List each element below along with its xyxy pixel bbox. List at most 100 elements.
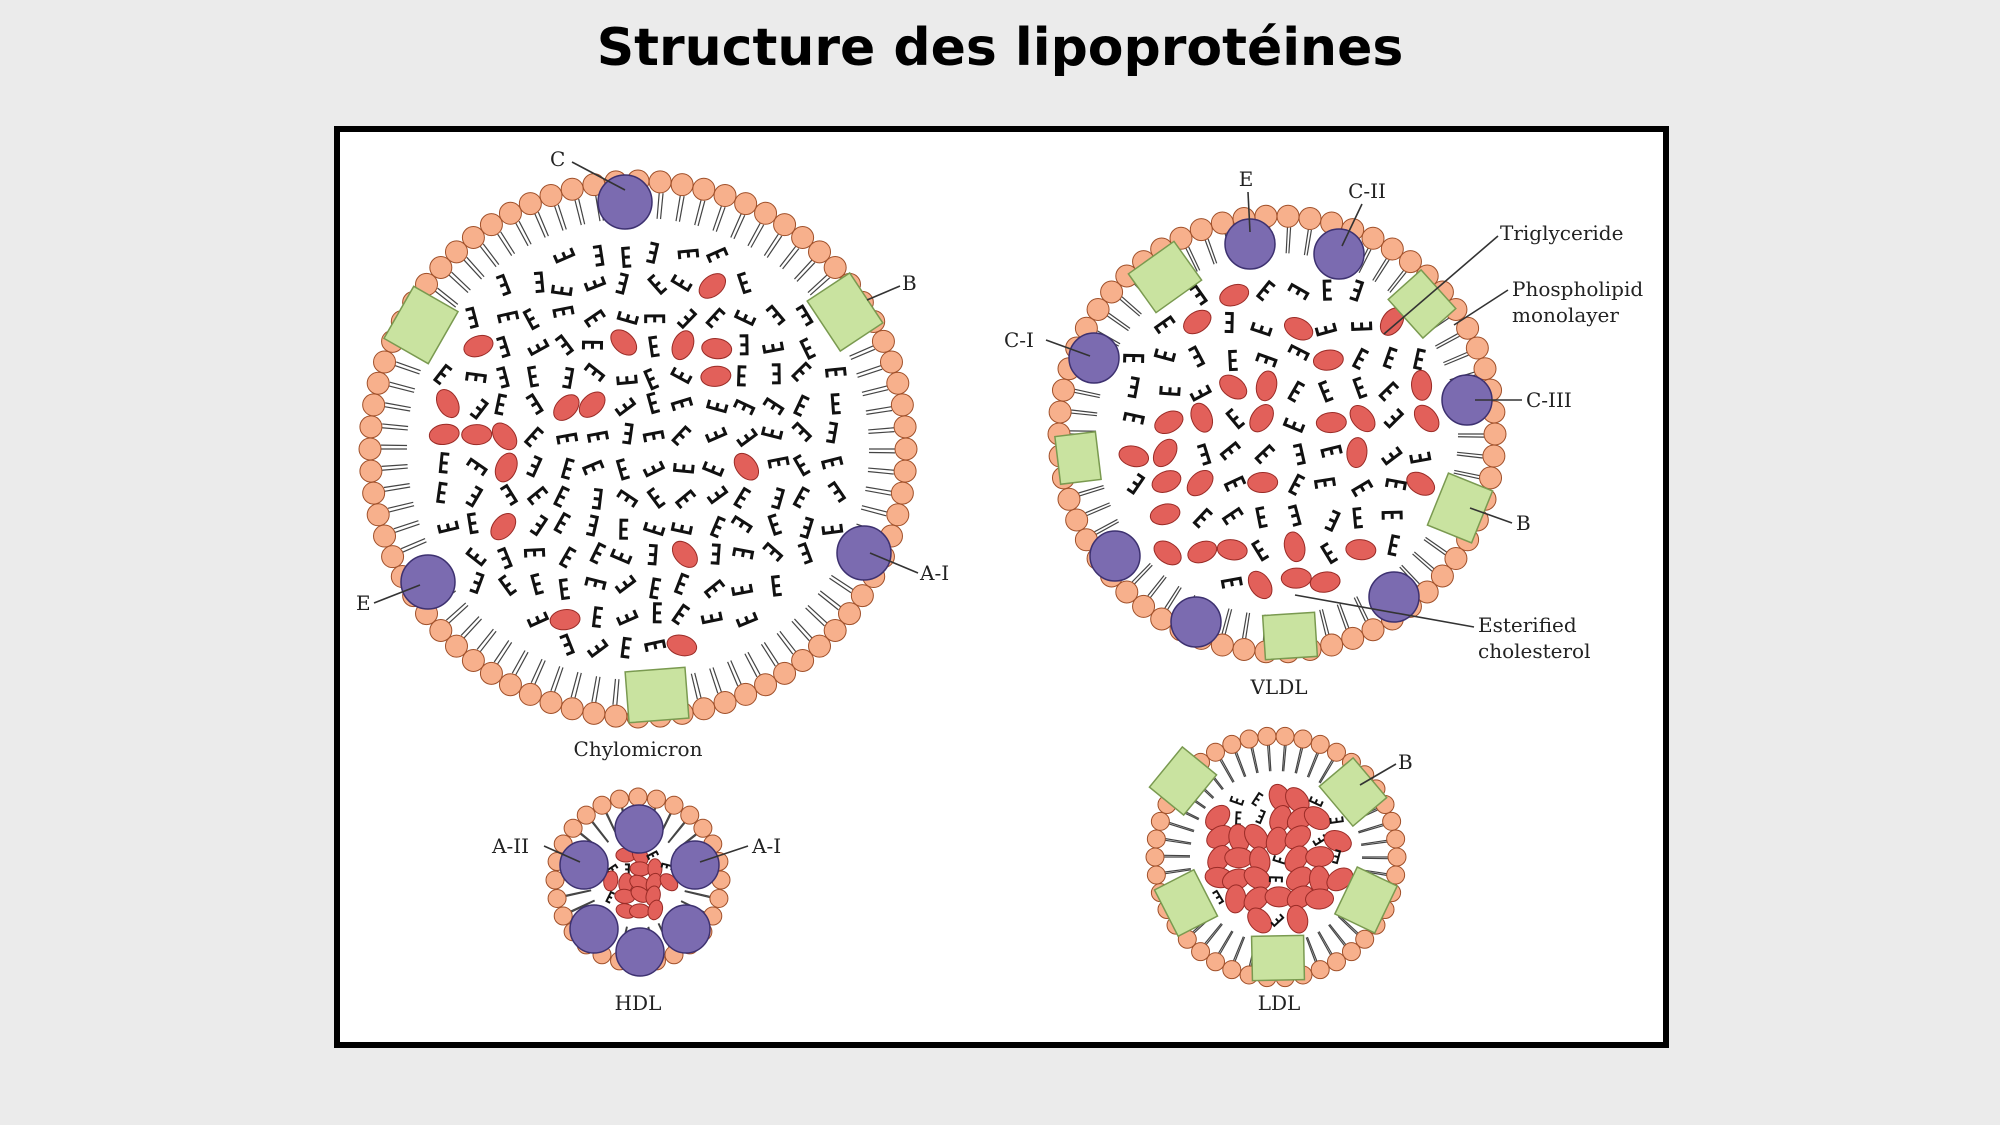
triglyceride-glyph-icon (790, 361, 812, 383)
phospholipid-head (444, 634, 468, 658)
fatty-acid-tail (794, 259, 813, 280)
fatty-acid-tail (385, 402, 411, 409)
phospholipid-head (1150, 811, 1170, 831)
label-monolayer: monolayer (1512, 303, 1619, 327)
triglyceride-glyph-icon (731, 583, 754, 597)
fatty-acid-tail (1319, 760, 1334, 784)
fatty-acid-tail (387, 501, 414, 509)
phospholipid-head (893, 459, 917, 483)
triglyceride-glyph-icon (496, 366, 510, 389)
triglyceride-glyph-icon (465, 371, 487, 384)
fatty-acid-tail (1071, 412, 1097, 417)
fatty-acid-tail (1108, 312, 1131, 329)
triglyceride-glyph-icon (760, 426, 784, 440)
fatty-acid-tail (1425, 536, 1448, 553)
phospholipid-head (692, 697, 716, 721)
esterified-cholesterol (1255, 370, 1278, 402)
triglyceride-glyph-icon (669, 366, 693, 385)
triglyceride-glyph-icon (1317, 380, 1334, 403)
triglyceride-glyph-icon (1235, 811, 1242, 826)
fatty-acid-tail (1071, 409, 1098, 414)
triglyceride-glyph-icon (466, 512, 479, 535)
triglyceride-glyph-icon (558, 578, 571, 601)
fatty-acid-tail (861, 385, 888, 393)
triglyceride-glyph-icon (497, 574, 518, 597)
fatty-acid-tail (534, 213, 546, 238)
triglyceride-glyph-icon (1292, 443, 1306, 466)
triglyceride-glyph-icon (496, 335, 511, 359)
triglyceride-glyph-icon (589, 541, 607, 565)
esterified-cholesterol (1187, 540, 1218, 564)
esterified-cholesterol (1305, 888, 1335, 910)
phospholipid-head (539, 690, 563, 714)
triglyceride-glyph-icon (792, 454, 811, 477)
esterified-cholesterol (1219, 283, 1250, 307)
esterified-cholesterol (666, 634, 698, 657)
label-vldl-c1: C-I (1004, 328, 1034, 352)
triglyceride-glyph-icon (622, 422, 634, 445)
fatty-acid-tail (760, 643, 776, 667)
fatty-acid-tail (393, 520, 419, 530)
fatty-acid-tail (747, 651, 761, 676)
phospholipid-head (1310, 734, 1330, 754)
phospholipid-head (592, 795, 612, 815)
fatty-acid-tail (1358, 249, 1372, 273)
triglyceride-glyph-icon (619, 518, 629, 540)
fatty-acid-tail (463, 259, 482, 280)
fatty-acid-tail (668, 822, 686, 844)
fatty-acid-tail (1412, 553, 1433, 572)
triglyceride-glyph-icon (526, 365, 540, 388)
triglyceride-glyph-icon (767, 456, 790, 469)
triglyceride-glyph-icon (704, 426, 728, 443)
triglyceride-glyph-icon (643, 367, 660, 391)
fatty-acid-tail (460, 616, 480, 636)
triglyceride-glyph-icon (1251, 791, 1264, 807)
label-chylo-a1: A-I (919, 561, 949, 585)
fatty-acid-tail (865, 489, 891, 496)
fatty-acid-tail (805, 607, 825, 627)
esterified-cholesterol (1216, 539, 1248, 561)
triglyceride-glyph-icon (559, 633, 576, 656)
fatty-acid-tail (1086, 504, 1111, 517)
label-hdl: HDL (615, 991, 662, 1015)
triglyceride-glyph-icon (527, 338, 550, 357)
triglyceride-glyph-icon (1319, 542, 1339, 565)
fatty-acid-tail (1321, 609, 1330, 635)
fatty-acid-tail (694, 672, 702, 699)
apoprotein-b-square-icon (1333, 866, 1399, 934)
fatty-acid-tail (868, 427, 895, 431)
triglyceride-glyph-icon (1322, 279, 1332, 301)
esterified-cholesterol (1284, 845, 1309, 873)
esterified-cholesterol (1413, 404, 1440, 433)
fatty-acid-tail (1267, 745, 1271, 772)
label-esterified: Esterified (1478, 613, 1577, 637)
fatty-acid-tail (1360, 839, 1387, 845)
triglyceride-glyph-icon (469, 571, 485, 595)
fatty-acid-tail (476, 628, 494, 650)
fatty-acid-tail (383, 483, 410, 489)
triglyceride-glyph-icon (558, 546, 577, 569)
esterified-cholesterol (1153, 540, 1182, 566)
triglyceride-glyph-icon (605, 890, 616, 904)
phospholipid-head (1327, 952, 1346, 972)
apoprotein-circle-icon (597, 174, 653, 230)
esterified-cholesterol (1326, 867, 1354, 892)
fatty-acid-tail (1443, 351, 1468, 364)
fatty-acid-tail (1294, 747, 1302, 774)
triglyceride-glyph-icon (670, 521, 694, 535)
triglyceride-glyph-icon (1313, 477, 1336, 490)
phospholipid-head (518, 682, 542, 706)
label-chylo-e: E (356, 591, 371, 615)
phospholipid-head (1239, 729, 1259, 749)
triglyceride-glyph-icon (1225, 407, 1246, 430)
label-hdl-a1: A-I (751, 834, 781, 858)
triglyceride-glyph-icon (1382, 346, 1398, 370)
fatty-acid-tail (400, 538, 426, 550)
fatty-acid-tail (865, 486, 892, 492)
triglyceride-glyph-icon (706, 485, 729, 505)
phospholipid-head (1483, 422, 1507, 446)
phospholipid-head (1210, 211, 1234, 235)
triglyceride-glyph-icon (824, 366, 847, 378)
triglyceride-glyph-icon (1308, 795, 1324, 808)
